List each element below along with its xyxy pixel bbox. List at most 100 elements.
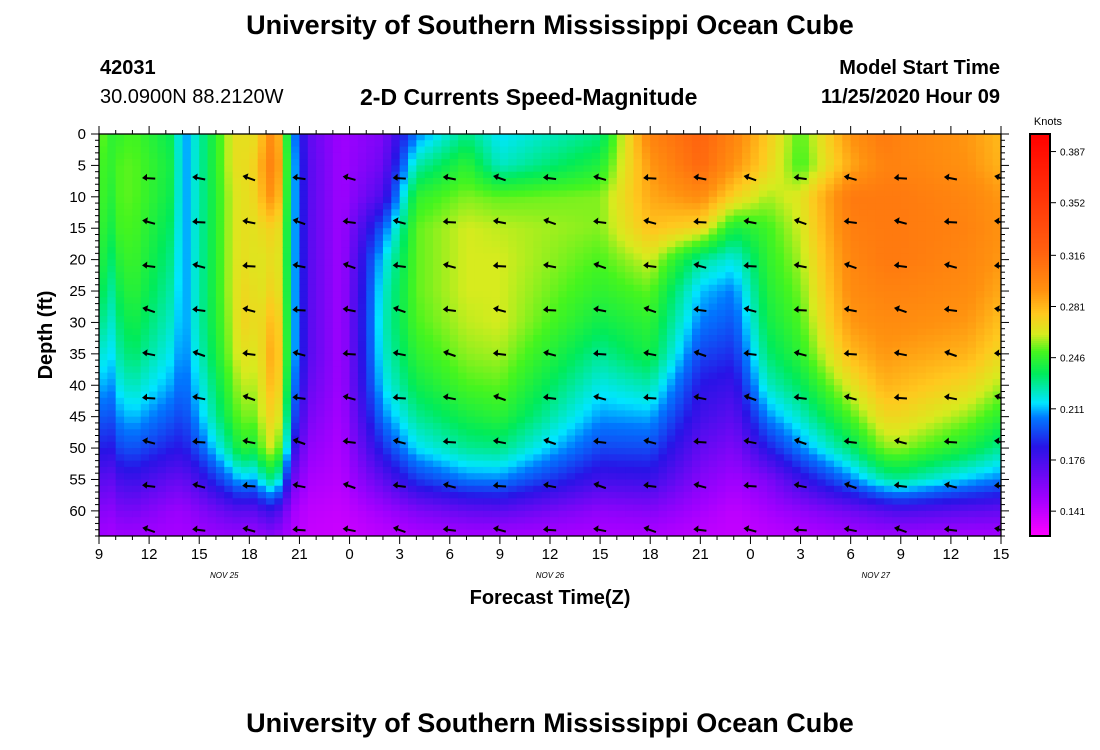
heatmap-cell xyxy=(416,517,426,525)
heatmap-cell xyxy=(708,215,718,223)
heatmap-cell xyxy=(541,152,551,160)
heatmap-cell xyxy=(249,196,259,204)
heatmap-cell xyxy=(215,322,225,330)
heatmap-cell xyxy=(266,397,275,405)
heatmap-cell xyxy=(683,221,693,229)
heatmap-cell xyxy=(474,278,484,286)
heatmap-cell xyxy=(583,284,593,292)
heatmap-cell xyxy=(374,228,384,236)
heatmap-cell xyxy=(140,517,150,525)
heatmap-cell xyxy=(416,422,426,430)
heatmap-cell xyxy=(207,303,217,311)
heatmap-cell xyxy=(99,529,108,536)
heatmap-cell xyxy=(124,492,134,499)
heatmap-cell xyxy=(591,253,601,261)
heatmap-cell xyxy=(382,291,392,298)
heatmap-cell xyxy=(266,159,275,167)
heatmap-cell xyxy=(232,291,242,298)
heatmap-cell xyxy=(558,177,568,185)
heatmap-cell xyxy=(591,441,601,449)
heatmap-cell xyxy=(449,177,459,185)
heatmap-cell xyxy=(650,215,660,223)
heatmap-cell xyxy=(508,190,518,198)
heatmap-cell xyxy=(575,265,585,273)
heatmap-cell xyxy=(132,473,142,481)
heatmap-cell xyxy=(332,385,342,393)
heatmap-cell xyxy=(408,492,417,499)
heatmap-cell xyxy=(132,404,142,411)
heatmap-cell xyxy=(533,529,543,536)
heatmap-cell xyxy=(199,291,209,298)
heatmap-cell xyxy=(608,422,618,430)
heatmap-cell xyxy=(550,259,559,267)
heatmap-cell xyxy=(332,416,342,424)
heatmap-cell xyxy=(174,190,184,198)
heatmap-cell xyxy=(683,228,693,236)
heatmap-cell xyxy=(583,479,593,487)
heatmap-cell xyxy=(499,422,509,430)
heatmap-cell xyxy=(307,422,317,430)
heatmap-cell xyxy=(366,171,376,179)
heatmap-cell xyxy=(215,460,225,468)
heatmap-cell xyxy=(341,184,351,192)
heatmap-cell xyxy=(307,215,317,223)
heatmap-cell xyxy=(558,284,568,292)
heatmap-cell xyxy=(274,504,284,512)
heatmap-cell xyxy=(282,429,292,437)
heatmap-cell xyxy=(633,504,643,512)
heatmap-cell xyxy=(491,448,501,455)
heatmap-cell xyxy=(416,184,426,192)
heatmap-cell xyxy=(666,203,676,210)
heatmap-cell xyxy=(641,422,651,430)
heatmap-cell xyxy=(675,454,685,462)
heatmap-cell xyxy=(157,422,167,430)
heatmap-cell xyxy=(717,485,726,493)
heatmap-cell xyxy=(124,234,134,242)
heatmap-cell xyxy=(274,523,284,531)
heatmap-cell xyxy=(324,221,334,229)
heatmap-cell xyxy=(174,360,184,368)
heatmap-cell xyxy=(190,196,200,204)
heatmap-cell xyxy=(157,259,167,267)
heatmap-cell xyxy=(466,391,476,399)
heatmap-cell xyxy=(550,360,559,368)
heatmap-cell xyxy=(349,253,359,261)
heatmap-cell xyxy=(508,397,518,405)
heatmap-cell xyxy=(700,391,710,399)
heatmap-cell xyxy=(616,366,626,374)
heatmap-cell xyxy=(257,146,267,154)
heatmap-cell xyxy=(332,454,342,462)
heatmap-cell xyxy=(149,297,159,305)
heatmap-cell xyxy=(207,466,217,474)
heatmap-cell xyxy=(232,341,242,349)
heatmap-cell xyxy=(633,473,643,481)
heatmap-cell xyxy=(499,259,509,267)
heatmap-cell xyxy=(115,196,125,204)
heatmap-cell xyxy=(408,190,417,198)
heatmap-cell xyxy=(257,416,267,424)
heatmap-cell xyxy=(165,278,175,286)
heatmap-cell xyxy=(708,184,718,192)
heatmap-cell xyxy=(291,328,301,336)
heatmap-cell xyxy=(124,177,134,185)
heatmap-cell xyxy=(341,504,351,512)
heatmap-cell xyxy=(541,240,551,248)
heatmap-cell xyxy=(541,303,551,311)
heatmap-cell xyxy=(524,272,534,280)
heatmap-cell xyxy=(466,165,476,173)
heatmap-cell xyxy=(516,328,526,336)
heatmap-cell xyxy=(625,441,635,449)
heatmap-cell xyxy=(433,209,443,217)
heatmap-cell xyxy=(324,177,334,185)
heatmap-cell xyxy=(433,454,443,462)
heatmap-cell xyxy=(566,309,576,317)
heatmap-cell xyxy=(199,429,209,437)
heatmap-cell xyxy=(408,523,417,531)
heatmap-cell xyxy=(190,209,200,217)
heatmap-cell xyxy=(616,485,626,493)
heatmap-cell xyxy=(107,454,117,462)
heatmap-cell xyxy=(349,353,359,361)
heatmap-cell xyxy=(600,366,610,374)
heatmap-cell xyxy=(583,441,593,449)
heatmap-cell xyxy=(691,247,701,254)
